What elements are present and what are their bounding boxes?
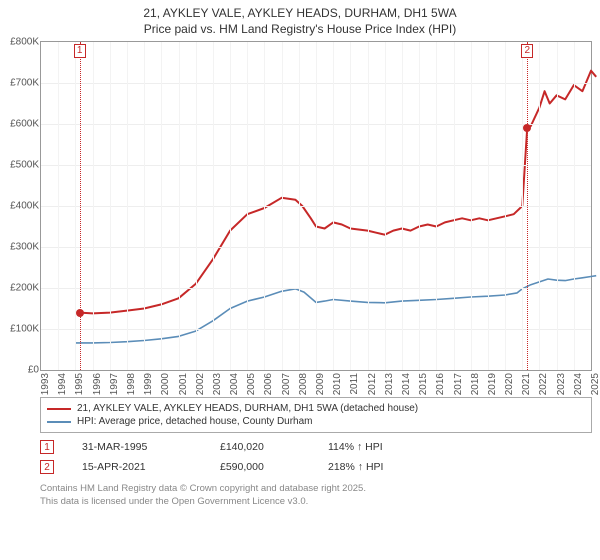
series-line-property [80, 71, 597, 314]
sale-number-badge: 1 [40, 440, 54, 454]
legend-item-hpi: HPI: Average price, detached house, Coun… [47, 415, 585, 428]
legend-item-property: 21, AYKLEY VALE, AYKLEY HEADS, DURHAM, D… [47, 402, 585, 415]
sale-price: £590,000 [220, 461, 300, 473]
title-line-1: 21, AYKLEY VALE, AYKLEY HEADS, DURHAM, D… [0, 6, 600, 22]
y-axis-tick: £600K [1, 119, 39, 130]
chart-title: 21, AYKLEY VALE, AYKLEY HEADS, DURHAM, D… [0, 0, 600, 41]
x-axis-tick: 2025 [590, 373, 600, 395]
legend-label-hpi: HPI: Average price, detached house, Coun… [77, 416, 313, 427]
chart-area: £0£100K£200K£300K£400K£500K£600K£700K£80… [40, 41, 592, 391]
sale-number-badge: 2 [40, 460, 54, 474]
sales-table: 1 31-MAR-1995 £140,020 114% ↑ HPI 2 15-A… [40, 437, 592, 477]
legend-swatch-property [47, 408, 71, 410]
sale-dot [76, 309, 84, 317]
sale-pct-hpi: 218% ↑ HPI [328, 461, 428, 473]
y-axis-tick: £300K [1, 242, 39, 253]
y-axis-tick: £800K [1, 37, 39, 48]
y-axis-tick: £700K [1, 78, 39, 89]
y-axis-tick: £0 [1, 365, 39, 376]
plot-area: £0£100K£200K£300K£400K£500K£600K£700K£80… [40, 41, 592, 371]
y-axis-tick: £400K [1, 201, 39, 212]
y-axis-tick: £500K [1, 160, 39, 171]
sale-date: 31-MAR-1995 [82, 441, 192, 453]
legend-swatch-hpi [47, 421, 71, 423]
legend-label-property: 21, AYKLEY VALE, AYKLEY HEADS, DURHAM, D… [77, 403, 418, 414]
sale-pct-hpi: 114% ↑ HPI [328, 441, 428, 453]
table-row: 1 31-MAR-1995 £140,020 114% ↑ HPI [40, 437, 592, 457]
sale-vline [80, 42, 81, 370]
sale-price: £140,020 [220, 441, 300, 453]
table-row: 2 15-APR-2021 £590,000 218% ↑ HPI [40, 457, 592, 477]
sale-marker: 2 [521, 44, 533, 58]
sale-vline [527, 42, 528, 370]
sale-date: 15-APR-2021 [82, 461, 192, 473]
title-line-2: Price paid vs. HM Land Registry's House … [0, 22, 600, 38]
attribution: Contains HM Land Registry data © Crown c… [40, 483, 592, 508]
sale-marker: 1 [74, 44, 86, 58]
attribution-line-1: Contains HM Land Registry data © Crown c… [40, 483, 592, 495]
y-axis-tick: £200K [1, 283, 39, 294]
y-axis-tick: £100K [1, 324, 39, 335]
sale-dot [523, 124, 531, 132]
series-line-hpi [75, 276, 596, 343]
legend: 21, AYKLEY VALE, AYKLEY HEADS, DURHAM, D… [40, 397, 592, 433]
attribution-line-2: This data is licensed under the Open Gov… [40, 496, 592, 508]
